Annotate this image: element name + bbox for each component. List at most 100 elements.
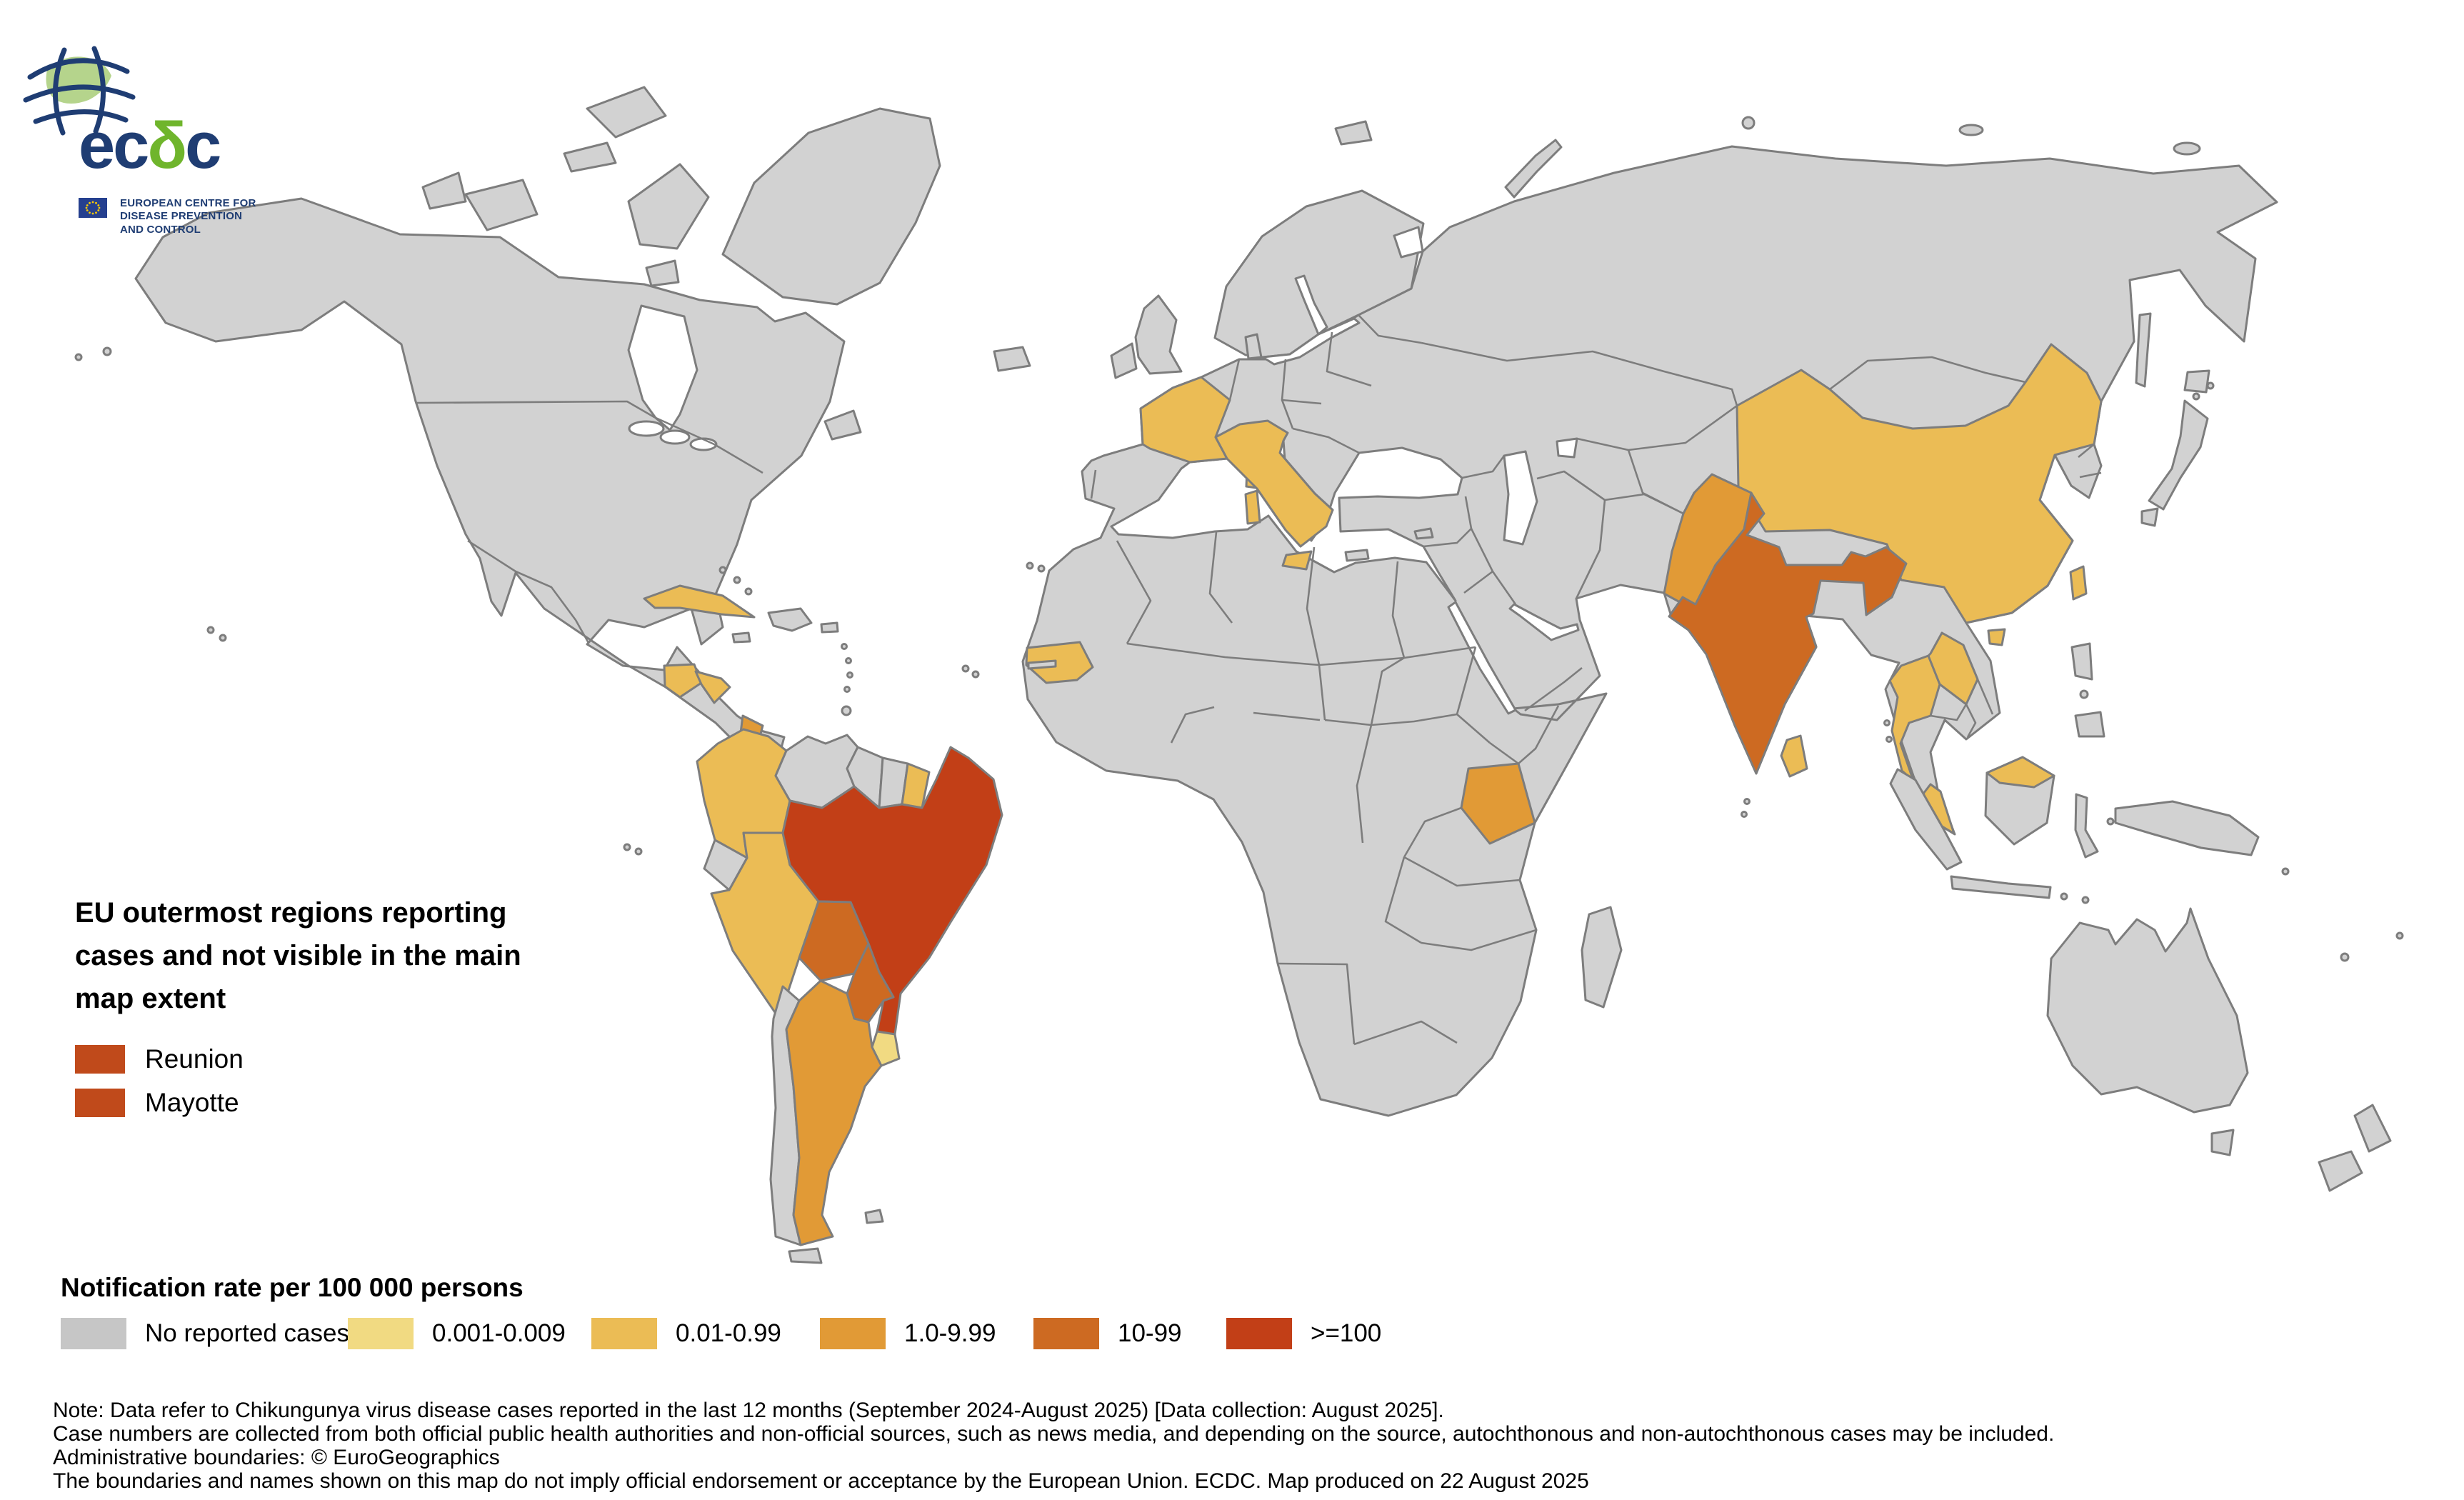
galapagos <box>634 847 643 856</box>
hainan <box>1987 628 2006 646</box>
legend-label-r3: 1.0-9.99 <box>904 1319 996 1347</box>
ecdc-wordmark: ecδc <box>79 113 221 179</box>
kuril-islands <box>2206 381 2215 390</box>
aral-sea <box>1556 437 1578 459</box>
legend-title: Notification rate per 100 000 persons <box>61 1273 524 1302</box>
sumatra <box>1889 768 1963 871</box>
banks-island <box>421 171 467 210</box>
ireland <box>1110 342 1138 379</box>
org-line-1: EUROPEAN CENTRE FOR <box>120 197 256 209</box>
andaman-islands <box>1885 736 1893 743</box>
crete <box>1344 549 1370 562</box>
ecdc-globe-icon <box>23 46 136 136</box>
ellesmere-island <box>586 86 667 139</box>
canary-islands <box>1026 561 1034 570</box>
white-sea <box>1393 226 1424 259</box>
japan-hokkaido <box>2183 369 2210 394</box>
denmark <box>1244 333 1263 360</box>
country-sri-lanka <box>1780 734 1808 778</box>
cyprus <box>1413 527 1434 540</box>
legend-item-r4: 10-99 <box>1033 1318 1182 1349</box>
new-siberian-islands <box>1958 124 1984 136</box>
maldives <box>1743 798 1751 805</box>
jamaica <box>731 631 751 644</box>
lesser-antilles <box>841 643 848 650</box>
lesser-antilles <box>845 657 852 664</box>
maluku <box>2106 817 2115 826</box>
country-india <box>1668 491 1908 775</box>
eu-flag-icon <box>79 198 107 218</box>
outermost-regions-block: EU outermost regions reporting cases and… <box>75 891 521 1020</box>
country-kenya <box>1460 762 1536 845</box>
europe-borders <box>1090 314 1422 499</box>
legend-item-no-cases: No reported cases <box>61 1318 349 1349</box>
fiji <box>2395 931 2404 940</box>
note-line-4: The boundaries and names shown on this m… <box>53 1469 1589 1493</box>
legend-swatch-r4 <box>1033 1318 1099 1349</box>
ecdc-logo: ecδc EUROPEAN CENTRE FOR DISEASE PREVENT… <box>20 29 420 236</box>
aleutian-islands <box>74 353 83 361</box>
great-lakes <box>628 420 665 437</box>
mayotte-label: Mayotte <box>145 1088 239 1117</box>
lesser-sunda <box>2060 892 2068 901</box>
asia-borders <box>1421 341 2102 738</box>
hispaniola <box>767 607 813 632</box>
sardinia <box>1244 489 1261 525</box>
baffin-island <box>627 163 710 250</box>
bahamas <box>744 587 753 596</box>
legend-item-r3: 1.0-9.99 <box>820 1318 996 1349</box>
puerto-rico <box>820 621 839 634</box>
solomon-islands <box>2281 867 2290 876</box>
baltic-sea <box>1261 317 1361 366</box>
legend-swatch-r2 <box>591 1318 657 1349</box>
severnaya-zemlya <box>1741 116 1756 130</box>
tasmania <box>2210 1129 2235 1156</box>
lesser-sunda <box>2081 896 2090 904</box>
madagascar <box>1581 906 1623 1009</box>
country-malaysia-borneo <box>1985 756 2055 789</box>
bahamas <box>733 576 741 584</box>
country-taiwan <box>2069 565 2088 601</box>
sulawesi <box>2074 793 2099 859</box>
org-line-2: DISEASE PREVENTION <box>120 210 243 223</box>
hawaii <box>219 634 227 642</box>
maldives <box>1741 811 1748 818</box>
great-lakes <box>659 429 691 445</box>
country-honduras <box>694 670 731 704</box>
wrangel-island <box>2173 141 2201 156</box>
legend-label-r2: 0.01-0.99 <box>676 1319 781 1347</box>
japan-kyushu <box>2140 507 2159 527</box>
cape-verde <box>971 670 980 679</box>
new-guinea <box>2114 800 2260 856</box>
hudson-bay <box>627 304 698 431</box>
country-argentina <box>785 979 883 1246</box>
red-sea <box>1447 601 1517 715</box>
country-uruguay <box>871 1030 901 1067</box>
philippines-visayas <box>2079 689 2089 699</box>
org-line-3: AND CONTROL <box>120 223 201 236</box>
novaya-zemlya <box>1504 139 1563 199</box>
gulf-of-bothnia <box>1294 274 1328 336</box>
legend-label-r5: >=100 <box>1311 1319 1382 1347</box>
australia <box>2046 907 2249 1114</box>
andaman-islands <box>1883 719 1890 726</box>
legend-label-r1: 0.001-0.009 <box>432 1319 566 1347</box>
legend-swatch-r1 <box>348 1318 414 1349</box>
legend-swatch-r5 <box>1226 1318 1292 1349</box>
wordmark-c: c <box>185 109 221 182</box>
legend-swatch-no-cases <box>61 1318 126 1349</box>
reunion-swatch <box>75 1045 125 1074</box>
outermost-title-line-1: EU outermost regions reporting <box>75 897 507 929</box>
outermost-title-line-3: map extent <box>75 983 226 1014</box>
southampton-island <box>645 259 680 287</box>
svalbard <box>1334 120 1373 146</box>
note-line-2: Case numbers are collected from both off… <box>53 1422 2055 1446</box>
outermost-title-line-2: cases and not visible in the main <box>75 940 521 971</box>
philippines-luzon <box>2070 642 2093 681</box>
gambia <box>1027 659 1057 670</box>
victoria-island <box>464 179 539 231</box>
sakhalin <box>2135 312 2152 388</box>
country-china <box>1736 343 2103 624</box>
